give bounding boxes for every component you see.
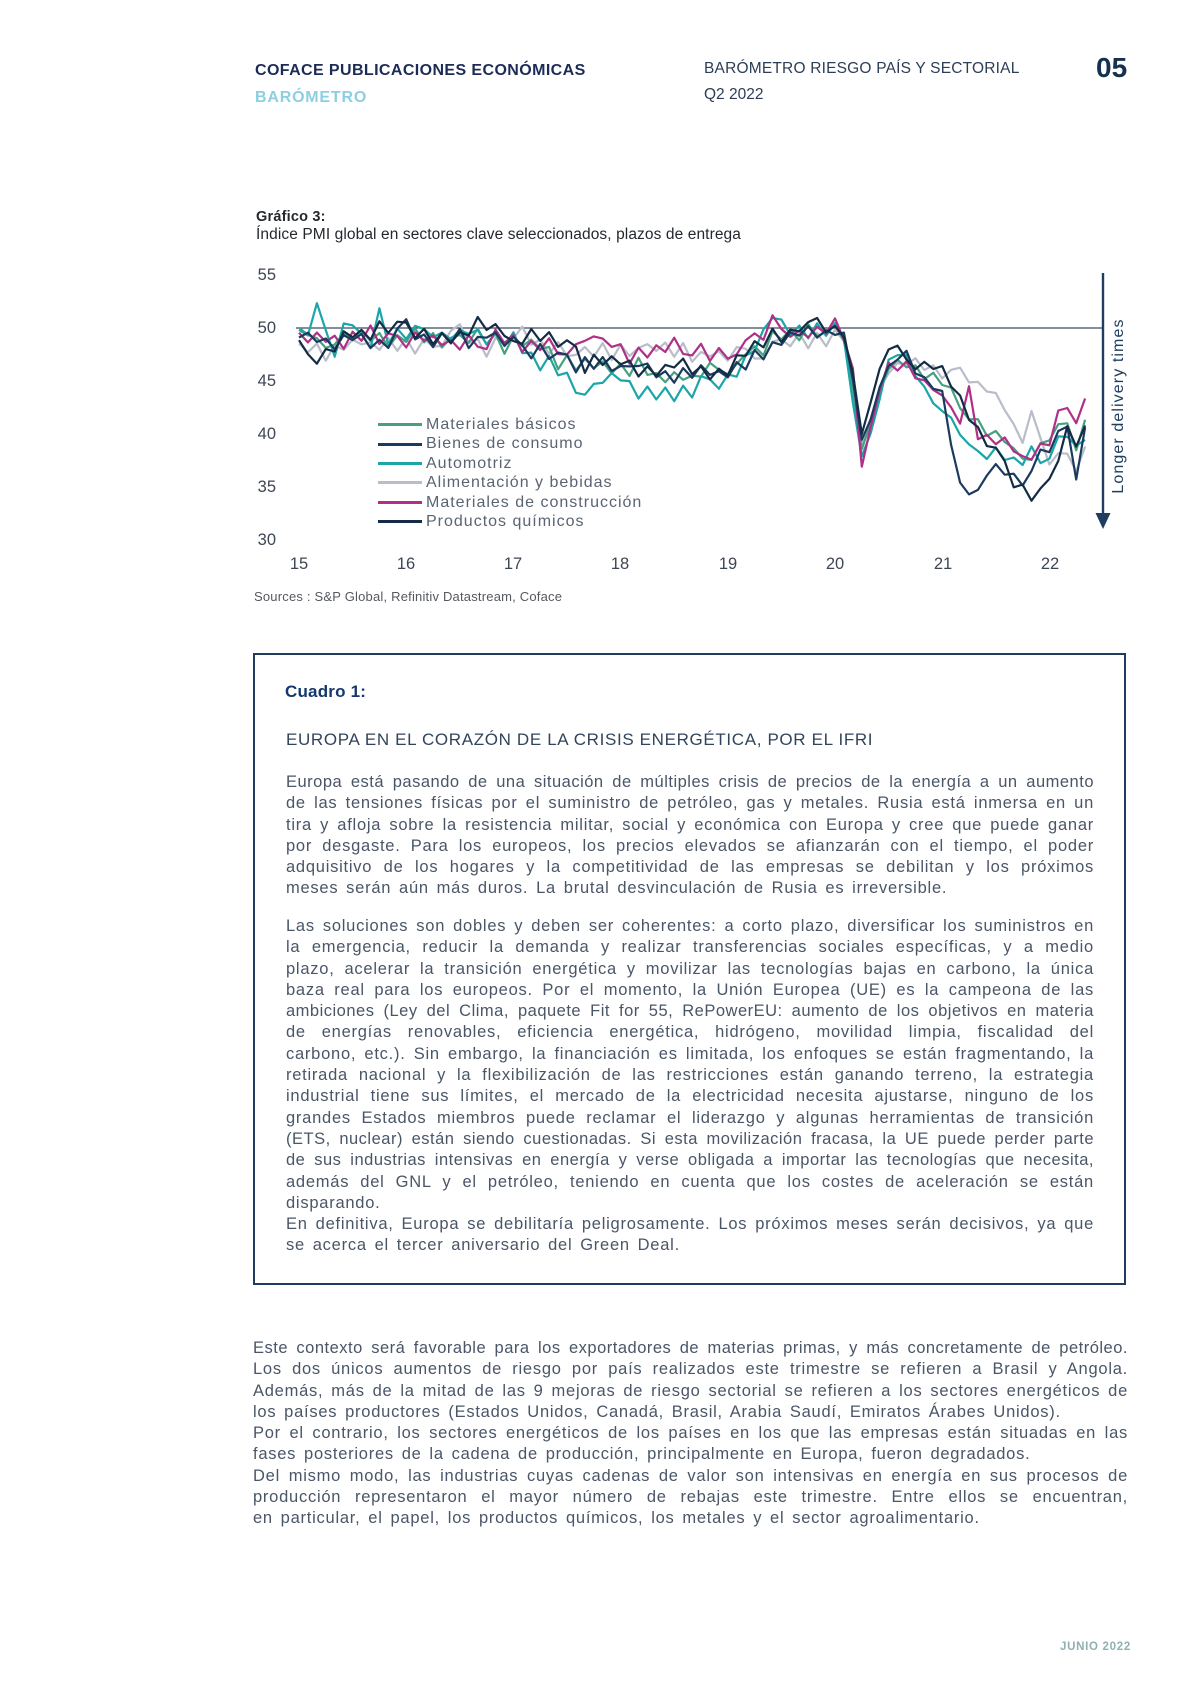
svg-text:18: 18: [611, 555, 629, 573]
svg-text:40: 40: [258, 425, 276, 443]
svg-text:30: 30: [258, 531, 276, 549]
svg-text:15: 15: [290, 555, 308, 573]
svg-text:50: 50: [258, 319, 276, 337]
svg-text:45: 45: [258, 372, 276, 390]
svg-text:21: 21: [934, 555, 952, 573]
svg-text:35: 35: [258, 478, 276, 496]
svg-text:16: 16: [397, 555, 415, 573]
svg-text:55: 55: [258, 266, 276, 284]
svg-text:22: 22: [1041, 555, 1059, 573]
svg-text:19: 19: [719, 555, 737, 573]
svg-text:17: 17: [504, 555, 522, 573]
svg-text:20: 20: [826, 555, 844, 573]
svg-text:Longer delivery times: Longer delivery times: [1110, 318, 1127, 493]
